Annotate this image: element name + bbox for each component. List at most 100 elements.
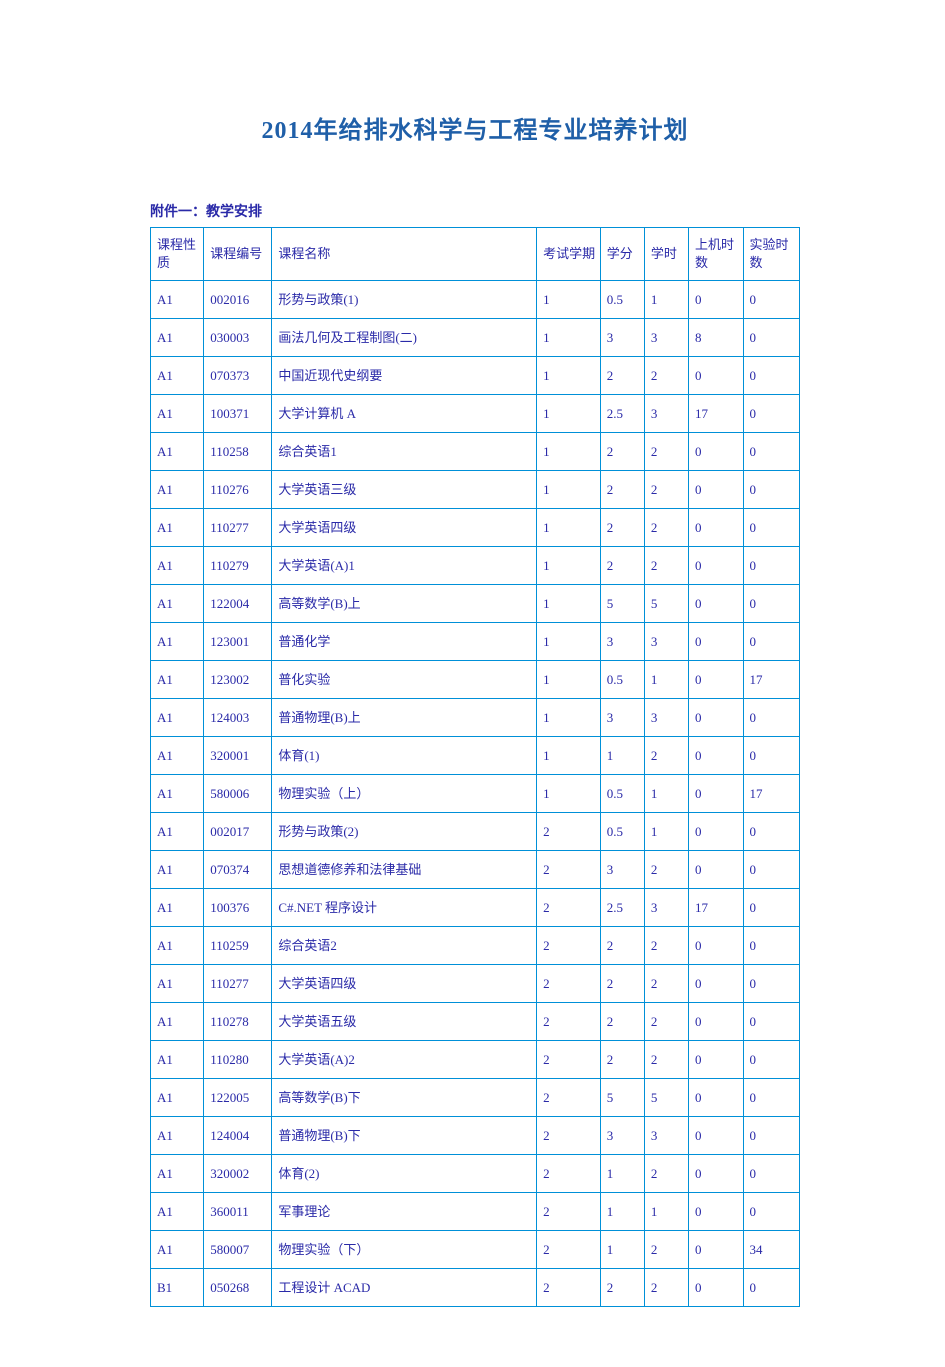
table-cell: 0.5 xyxy=(600,775,644,813)
table-row: B1050268工程设计 ACAD22200 xyxy=(151,1269,800,1307)
table-cell: 3 xyxy=(644,623,688,661)
table-cell: 工程设计 ACAD xyxy=(272,1269,537,1307)
table-cell: 形势与政策(1) xyxy=(272,281,537,319)
table-cell: 5 xyxy=(644,1079,688,1117)
table-cell: 2 xyxy=(537,889,601,927)
table-cell: 2 xyxy=(600,965,644,1003)
table-cell: 34 xyxy=(743,1231,800,1269)
table-cell: 1 xyxy=(537,699,601,737)
table-cell: 0 xyxy=(688,1231,743,1269)
table-cell: 110278 xyxy=(204,1003,272,1041)
table-cell: 2 xyxy=(644,1003,688,1041)
table-cell: A1 xyxy=(151,395,204,433)
table-row: A1110277大学英语四级12200 xyxy=(151,509,800,547)
table-cell: 2 xyxy=(644,965,688,1003)
table-cell: 大学英语五级 xyxy=(272,1003,537,1041)
table-cell: 高等数学(B)上 xyxy=(272,585,537,623)
table-cell: 0 xyxy=(688,433,743,471)
table-cell: 1 xyxy=(537,395,601,433)
table-cell: 1 xyxy=(644,813,688,851)
table-cell: A1 xyxy=(151,509,204,547)
table-row: A1124004普通物理(B)下23300 xyxy=(151,1117,800,1155)
table-cell: A1 xyxy=(151,737,204,775)
table-cell: 580006 xyxy=(204,775,272,813)
table-cell: 0 xyxy=(743,1041,800,1079)
table-cell: 100371 xyxy=(204,395,272,433)
table-cell: 110277 xyxy=(204,509,272,547)
table-cell: A1 xyxy=(151,1041,204,1079)
table-cell: A1 xyxy=(151,965,204,1003)
table-cell: A1 xyxy=(151,547,204,585)
table-row: A1110278大学英语五级22200 xyxy=(151,1003,800,1041)
table-cell: 123002 xyxy=(204,661,272,699)
table-cell: 思想道德修养和法律基础 xyxy=(272,851,537,889)
table-cell: 002017 xyxy=(204,813,272,851)
table-cell: 高等数学(B)下 xyxy=(272,1079,537,1117)
table-row: A1110277大学英语四级22200 xyxy=(151,965,800,1003)
table-cell: 5 xyxy=(600,585,644,623)
table-cell: 1 xyxy=(537,585,601,623)
table-cell: A1 xyxy=(151,585,204,623)
table-cell: C#.NET 程序设计 xyxy=(272,889,537,927)
table-cell: 2 xyxy=(600,547,644,585)
table-cell: 2 xyxy=(537,1193,601,1231)
table-cell: 1 xyxy=(537,547,601,585)
table-cell: 2 xyxy=(600,927,644,965)
table-row: A1070373中国近现代史纲要12200 xyxy=(151,357,800,395)
table-row: A1100376C#.NET 程序设计22.53170 xyxy=(151,889,800,927)
table-cell: A1 xyxy=(151,889,204,927)
table-cell: 0 xyxy=(688,281,743,319)
table-cell: A1 xyxy=(151,699,204,737)
table-cell: A1 xyxy=(151,319,204,357)
table-cell: 2 xyxy=(537,1117,601,1155)
table-cell: 0 xyxy=(688,1269,743,1307)
table-cell: 2 xyxy=(537,1269,601,1307)
table-cell: 2.5 xyxy=(600,395,644,433)
table-cell: 110279 xyxy=(204,547,272,585)
table-cell: 17 xyxy=(743,661,800,699)
table-cell: 110276 xyxy=(204,471,272,509)
table-cell: 大学英语四级 xyxy=(272,965,537,1003)
table-cell: 580007 xyxy=(204,1231,272,1269)
table-cell: 100376 xyxy=(204,889,272,927)
table-cell: 1 xyxy=(600,1231,644,1269)
table-cell: 110258 xyxy=(204,433,272,471)
table-cell: 0 xyxy=(743,1117,800,1155)
table-row: A1002016形势与政策(1)10.5100 xyxy=(151,281,800,319)
table-cell: A1 xyxy=(151,1231,204,1269)
table-cell: 0 xyxy=(743,395,800,433)
table-cell: 0 xyxy=(743,585,800,623)
table-cell: 2 xyxy=(600,509,644,547)
table-cell: 3 xyxy=(644,319,688,357)
table-cell: 1 xyxy=(644,775,688,813)
table-cell: 0 xyxy=(688,1117,743,1155)
table-cell: 1 xyxy=(537,509,601,547)
table-cell: 2 xyxy=(600,1269,644,1307)
table-cell: 2 xyxy=(537,851,601,889)
table-cell: 0 xyxy=(688,965,743,1003)
page-title: 2014年给排水科学与工程专业培养计划 xyxy=(150,110,800,145)
table-cell: 0 xyxy=(743,889,800,927)
table-cell: 1 xyxy=(537,433,601,471)
table-cell: 物理实验（上） xyxy=(272,775,537,813)
table-cell: 5 xyxy=(600,1079,644,1117)
col-course-code: 课程编号 xyxy=(204,228,272,281)
table-cell: 17 xyxy=(688,889,743,927)
table-body: A1002016形势与政策(1)10.5100A1030003画法几何及工程制图… xyxy=(151,281,800,1307)
table-cell: 体育(1) xyxy=(272,737,537,775)
table-cell: 0 xyxy=(688,1155,743,1193)
table-cell: 0 xyxy=(743,547,800,585)
table-row: A1580006物理实验（上）10.51017 xyxy=(151,775,800,813)
table-cell: 形势与政策(2) xyxy=(272,813,537,851)
table-cell: 122005 xyxy=(204,1079,272,1117)
table-cell: 2 xyxy=(644,547,688,585)
table-row: A1070374思想道德修养和法律基础23200 xyxy=(151,851,800,889)
table-cell: 0 xyxy=(688,1079,743,1117)
table-cell: 1 xyxy=(537,281,601,319)
table-row: A1580007物理实验（下）212034 xyxy=(151,1231,800,1269)
table-cell: 3 xyxy=(644,395,688,433)
table-cell: 110280 xyxy=(204,1041,272,1079)
table-cell: A1 xyxy=(151,433,204,471)
table-cell: 320002 xyxy=(204,1155,272,1193)
table-cell: A1 xyxy=(151,661,204,699)
